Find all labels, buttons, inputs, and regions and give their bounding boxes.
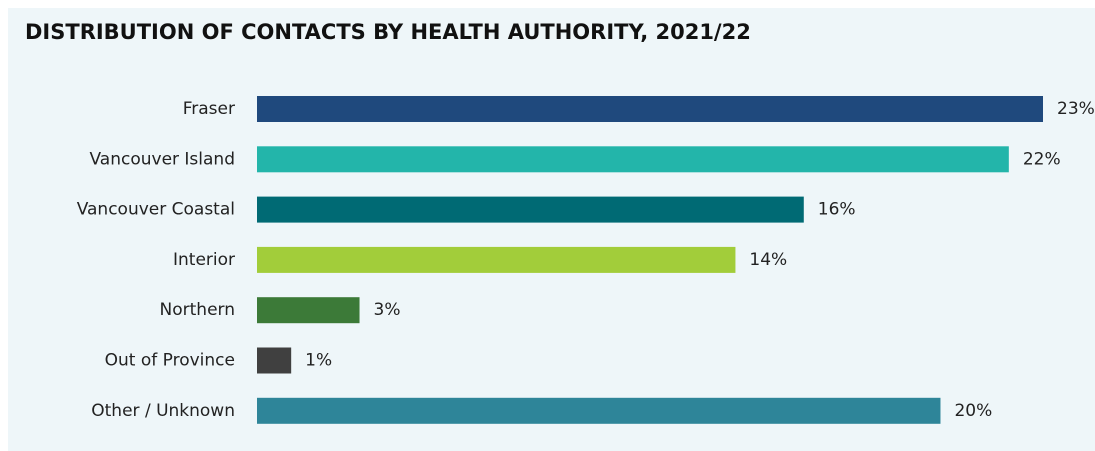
chart-background: [8, 8, 1095, 451]
category-label: Vancouver Island: [89, 149, 235, 169]
bar: [257, 196, 804, 223]
category-label: Out of Province: [105, 351, 235, 371]
category-label: Vancouver Coastal: [77, 200, 235, 220]
category-label: Other / Unknown: [91, 401, 235, 421]
value-label: 22%: [1023, 149, 1061, 169]
bar: [257, 96, 1043, 122]
chart-title: DISTRIBUTION OF CONTACTS BY HEALTH AUTHO…: [25, 20, 751, 44]
bar: [257, 297, 360, 324]
category-label: Interior: [173, 250, 235, 270]
bar: [257, 397, 941, 424]
category-label: Northern: [160, 300, 235, 320]
bar: [257, 246, 736, 273]
value-label: 20%: [954, 401, 992, 421]
bar: [257, 347, 292, 374]
category-label: Fraser: [183, 99, 235, 119]
value-label: 3%: [374, 300, 401, 320]
value-label: 16%: [818, 200, 856, 220]
bar: [257, 146, 1009, 173]
value-label: 14%: [749, 250, 787, 270]
value-label: 23%: [1057, 99, 1095, 119]
value-label: 1%: [305, 351, 332, 371]
